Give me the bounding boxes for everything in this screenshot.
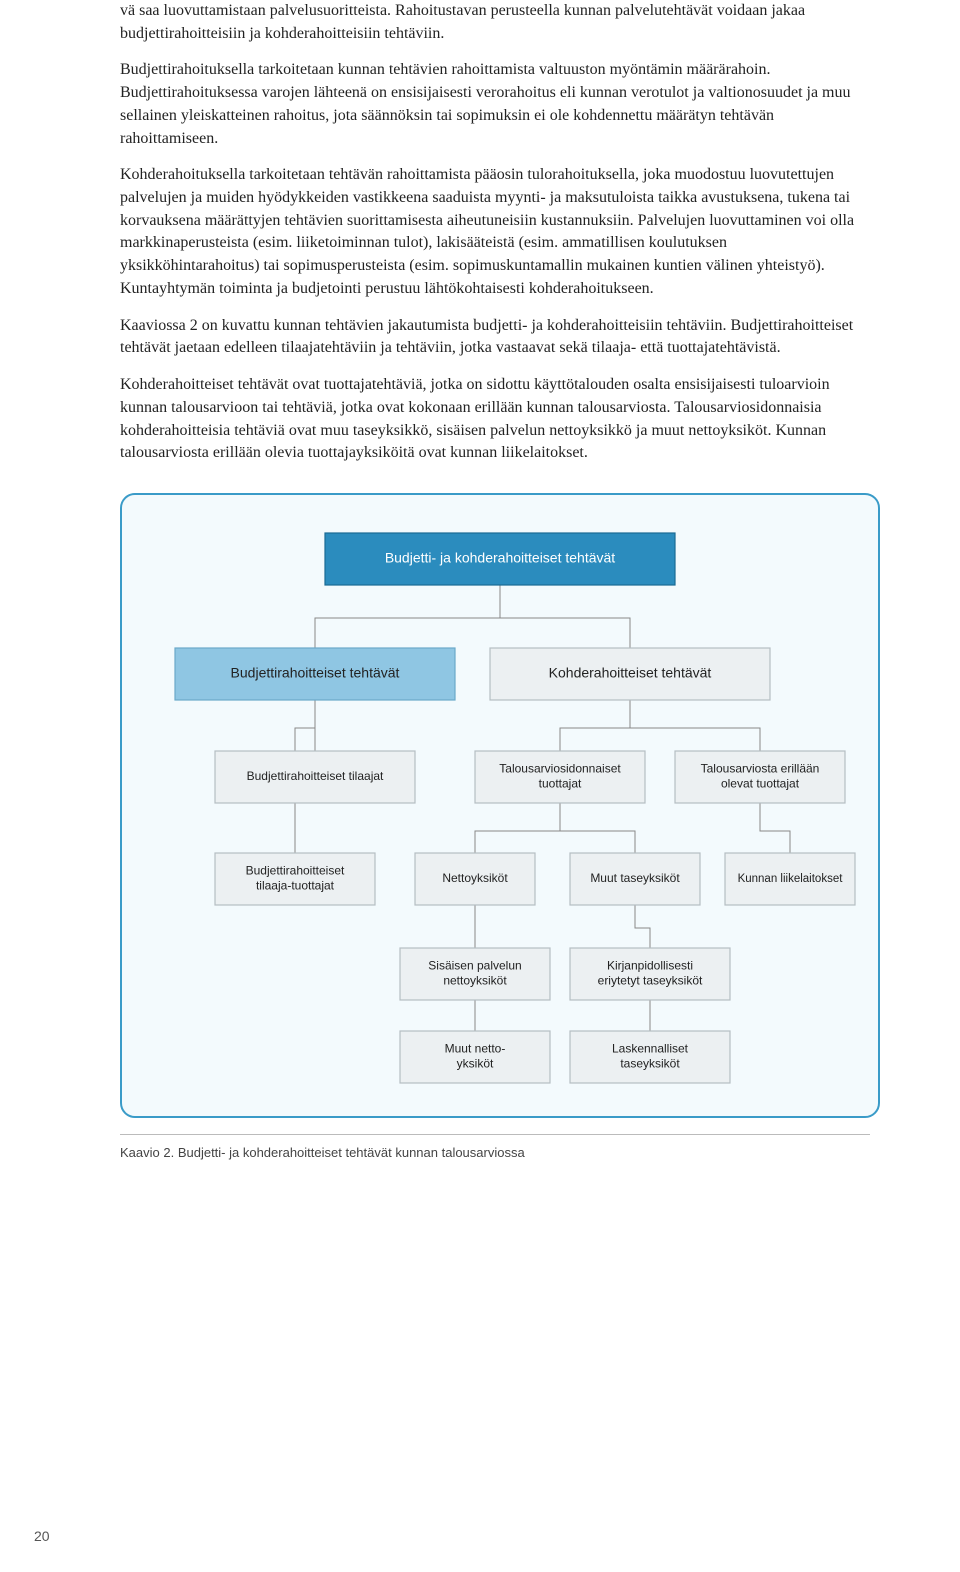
box-sispa: Sisäisen palvelunnettoyksiköt xyxy=(400,948,550,1000)
svg-text:tuottajat: tuottajat xyxy=(539,777,582,791)
svg-text:olevat tuottajat: olevat tuottajat xyxy=(721,777,800,791)
svg-text:taseyksiköt: taseyksiköt xyxy=(620,1057,680,1071)
svg-text:tilaaja-tuottajat: tilaaja-tuottajat xyxy=(256,879,335,893)
box-kirj: Kirjanpidollisestieriytetyt taseyksiköt xyxy=(570,948,730,1000)
box-budj: Budjettirahoitteiset tehtävät xyxy=(175,648,455,700)
svg-text:Laskennalliset: Laskennalliset xyxy=(612,1042,689,1056)
box-btt: Budjettirahoitteisettilaaja-tuottajat xyxy=(215,853,375,905)
box-lask: Laskennallisettaseyksiköt xyxy=(570,1031,730,1083)
svg-text:Budjettirahoitteiset tilaajat: Budjettirahoitteiset tilaajat xyxy=(247,769,384,783)
box-taler: Talousarviosta erilläänolevat tuottajat xyxy=(675,751,845,803)
box-talsid: Talousarviosidonnaisettuottajat xyxy=(475,751,645,803)
svg-text:Budjettirahoitteiset: Budjettirahoitteiset xyxy=(246,864,345,878)
box-kohd: Kohderahoitteiset tehtävät xyxy=(490,648,770,700)
paragraph-5: Kohderahoitteiset tehtävät ovat tuottaja… xyxy=(120,374,870,465)
svg-text:Sisäisen palvelun: Sisäisen palvelun xyxy=(428,959,521,973)
svg-text:Budjettirahoitteiset tehtävät: Budjettirahoitteiset tehtävät xyxy=(231,665,400,681)
org-chart-diagram: Budjetti- ja kohderahoitteiset tehtävät B… xyxy=(120,493,880,1118)
paragraph-3: Kohderahoituksella tarkoitetaan tehtävän… xyxy=(120,164,870,300)
paragraph-1: vä saa luovuttamistaan palvelusuoritteis… xyxy=(120,0,870,45)
box-klike: Kunnan liikelaitokset xyxy=(725,853,855,905)
svg-text:Talousarviosta erillään: Talousarviosta erillään xyxy=(701,762,820,776)
box-btil: Budjettirahoitteiset tilaajat xyxy=(215,751,415,803)
box-mtase: Muut taseyksiköt xyxy=(570,853,700,905)
svg-text:Muut netto-: Muut netto- xyxy=(445,1042,506,1056)
box-muune: Muut netto-yksiköt xyxy=(400,1031,550,1083)
svg-text:eriytetyt taseyksiköt: eriytetyt taseyksiköt xyxy=(598,974,703,988)
svg-text:Budjetti- ja kohderahoitteiset: Budjetti- ja kohderahoitteiset tehtävät xyxy=(385,550,615,566)
svg-text:Nettoyksiköt: Nettoyksiköt xyxy=(442,871,508,885)
svg-text:yksiköt: yksiköt xyxy=(457,1057,494,1071)
box-root: Budjetti- ja kohderahoitteiset tehtävät xyxy=(325,533,675,585)
svg-text:Talousarviosidonnaiset: Talousarviosidonnaiset xyxy=(499,762,621,776)
diagram-caption: Kaavio 2. Budjetti- ja kohderahoitteiset… xyxy=(120,1134,870,1160)
svg-text:Kunnan liikelaitokset: Kunnan liikelaitokset xyxy=(738,873,844,885)
diagram-container: Budjetti- ja kohderahoitteiset tehtävät B… xyxy=(120,493,870,1160)
page-number: 20 xyxy=(34,1528,50,1544)
svg-text:Kirjanpidollisesti: Kirjanpidollisesti xyxy=(607,959,693,973)
svg-text:Muut taseyksiköt: Muut taseyksiköt xyxy=(590,871,680,885)
svg-text:nettoyksiköt: nettoyksiköt xyxy=(443,974,507,988)
box-netto: Nettoyksiköt xyxy=(415,853,535,905)
paragraph-4: Kaaviossa 2 on kuvattu kunnan tehtävien … xyxy=(120,315,870,360)
paragraph-2: Budjettirahoituksella tarkoitetaan kunna… xyxy=(120,59,870,150)
svg-text:Kohderahoitteiset tehtävät: Kohderahoitteiset tehtävät xyxy=(549,665,712,681)
